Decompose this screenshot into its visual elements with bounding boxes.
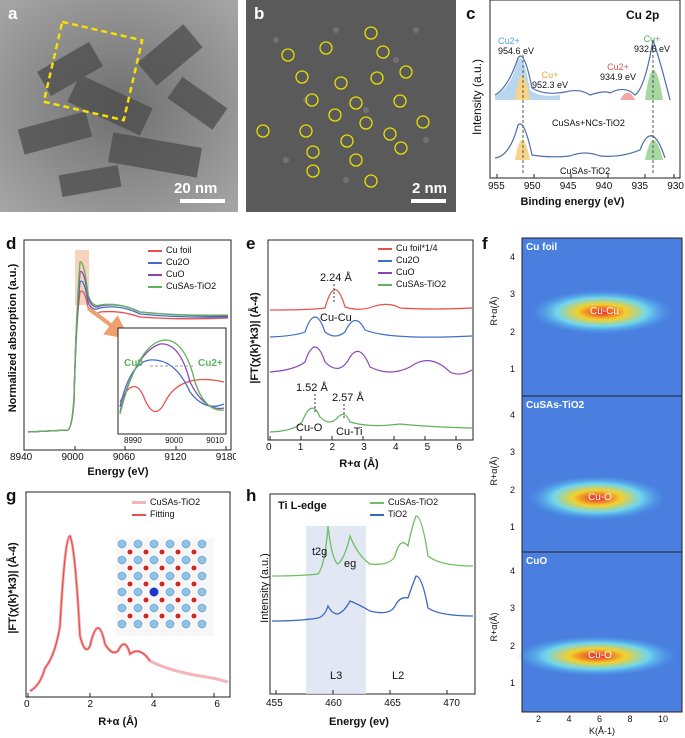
fitting-panel-g: g |FT(χ(k)*k3)| (Å-4): [0, 486, 236, 738]
peak-label-cu1-952: Cu+ 952.3 eV: [532, 70, 569, 90]
annotation-l3: L3: [330, 670, 343, 682]
panel-label-d: d: [6, 234, 17, 253]
line-cusas: [271, 515, 474, 577]
wavelet-cuo: [522, 552, 682, 712]
annotation-t2g: t2g: [312, 546, 328, 558]
annotation-cu-cu: Cu-Cu: [320, 312, 352, 324]
haadf-image: [246, 0, 456, 212]
legend-h: CuSAs-TiO2 TiO2: [370, 496, 438, 520]
legend-g: CuSAs-TiO2 Fitting: [132, 496, 200, 520]
scale-bar-label: 2 nm: [412, 180, 448, 197]
x-tick-labels: 8940 9000 9060 9120 9180: [10, 452, 236, 463]
xps-panel-c: c Cu 2p Intensity (a.u.) Cu2+ 954.6 e: [460, 0, 685, 212]
y-axis-label: R+α(Å): [489, 296, 499, 326]
y-axis-label: R+α(Å): [489, 612, 499, 642]
y-axis-label: R+α(Å): [489, 456, 499, 486]
crystal-structure: [116, 538, 214, 636]
xanes-panel-d: d Normalized absorption (a.u.) Cu foil C…: [0, 232, 236, 482]
line-cusas: [269, 407, 473, 433]
line-tio2: [271, 575, 474, 622]
panel-label-h: h: [246, 486, 257, 505]
peak-label-cu1-932: Cu+ 932.6 eV: [634, 34, 671, 54]
subplot-label-cu-foil: Cu foil: [526, 242, 558, 253]
feature-cu-cu: Cu-Cu: [590, 306, 619, 317]
single-atom-circles: [256, 26, 430, 188]
x-tick-labels: 2 4 6 8 10: [536, 714, 668, 724]
annotation-eg: eg: [344, 558, 357, 570]
annotation-cu-o: Cu-O: [296, 422, 323, 434]
legend-e: Cu foil*1/4 Cu2O CuO CuSAs-TiO2: [378, 242, 446, 290]
x-axis-label: K(Å-1): [588, 726, 615, 736]
peak-fill-cu2-954: [495, 58, 560, 100]
fitting-plot: [25, 491, 231, 698]
plot-title: Ti L-edge: [278, 500, 327, 512]
annotation-1-52: 1.52 Å: [296, 382, 328, 394]
panel-label-c: c: [466, 4, 476, 23]
inset-label-cu0: Cu0: [124, 358, 143, 369]
x-tick-labels: 955 950 945 940 935 930: [488, 181, 684, 192]
panel-label-f: f: [482, 234, 488, 253]
xps-plot: [489, 0, 681, 179]
legend-d: Cu foil Cu2O CuO CuSAs-TiO2: [148, 244, 216, 292]
sample-label-upper: CuSAs+NCs-TiO2: [552, 118, 625, 128]
line-cuo: [269, 346, 473, 375]
annotation-2-24: 2.24 Å: [320, 272, 352, 284]
peak-label-cu2-934: Cu2+ 934.9 eV: [600, 62, 637, 82]
wavelet-cusas: [522, 396, 682, 552]
selection-box: [42, 20, 144, 122]
scale-bar: [180, 199, 225, 203]
inset-x-ticks: 8990 9000 9010: [124, 436, 224, 445]
line-fitting: [29, 535, 151, 692]
wavelet-plots: [517, 237, 683, 713]
x-axis-label: R+α (Å): [98, 716, 138, 728]
panel-label-g: g: [6, 486, 17, 505]
panel-label-e: e: [246, 234, 256, 253]
inset-plot: [117, 327, 227, 435]
feature-cu-o-1: Cu-O: [588, 492, 612, 503]
ftexafs-plot: [267, 239, 474, 441]
x-axis-label: R+α (Å): [339, 458, 379, 470]
panel-label-b: b: [254, 4, 265, 23]
peak-label-cu2-954: Cu2+ 954.6 eV: [498, 36, 535, 56]
haadf-image-panel-b: b 2 nm: [246, 0, 456, 212]
annotation-l2: L2: [392, 670, 405, 682]
ftexafs-panel-e: e |FT(χ(k)*k3)| (Å-4) Cu foil*1/4 Cu2O C…: [240, 232, 478, 482]
inset-label-cu2: Cu2+: [198, 358, 223, 369]
spectrum-cusas-ncs: [494, 39, 671, 101]
peak-fill-cu1-932: [645, 70, 663, 100]
sample-label-lower: CuSAs-TiO2: [560, 166, 611, 176]
line-cusas: [27, 261, 229, 433]
line-cu-foil: [269, 289, 473, 311]
cu-atom: [149, 587, 159, 597]
panel-label-a: a: [8, 4, 18, 23]
xanes-plot: [23, 239, 232, 451]
subplot-label-cusas: CuSAs-TiO2: [526, 400, 585, 411]
annotation-cu-ti: Cu-Ti: [336, 426, 363, 438]
xps-title: Cu 2p: [626, 8, 660, 22]
tem-image-panel-a: a 20 nm: [0, 0, 238, 212]
feature-cu-o-2: Cu-O: [588, 650, 612, 661]
ti-ledge-plot: [269, 493, 476, 695]
x-axis-label: Energy (eV): [87, 466, 149, 478]
l3-region: [306, 526, 366, 694]
annotation-2-57: 2.57 Å: [332, 392, 364, 404]
spectrum-cusas: [494, 123, 666, 159]
peak-fill-cu2-934: [620, 92, 635, 100]
x-axis-label: Binding energy (eV): [520, 196, 625, 208]
x-axis-label: Energy (ev): [329, 716, 389, 728]
ti-ledge-panel-h: h Intensity (a.u.) Ti L-edge CuSAs-TiO2 …: [240, 486, 478, 738]
scale-bar-label: 20 nm: [174, 180, 218, 197]
line-cu2o: [269, 316, 473, 338]
tem-image: [0, 0, 238, 212]
wavelet-panel-f: f Cu foil Cu-Cu CuSAs-TiO2 Cu-O CuO Cu-O…: [482, 232, 685, 738]
subplot-label-cuo: CuO: [526, 556, 548, 567]
x-tick-labels: 455 460 465 470: [266, 698, 460, 709]
